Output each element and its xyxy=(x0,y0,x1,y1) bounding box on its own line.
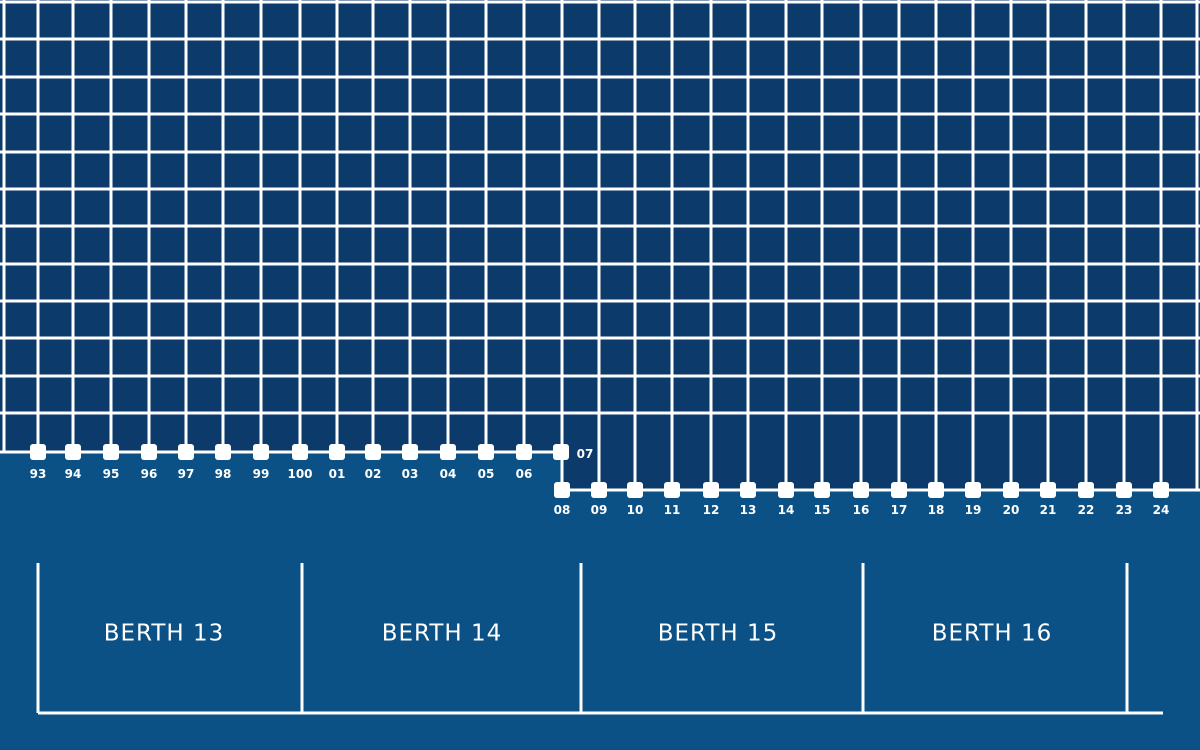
bollard-label: 04 xyxy=(440,467,457,481)
bollard-label: 19 xyxy=(965,503,982,517)
bollard-label: 08 xyxy=(554,503,571,517)
bollard-post[interactable] xyxy=(1078,482,1094,498)
berth-14-label[interactable]: BERTH 14 xyxy=(382,621,503,647)
bollard-post[interactable] xyxy=(928,482,944,498)
bollard-post[interactable] xyxy=(65,444,81,460)
bollard-label: 02 xyxy=(365,467,382,481)
bollard-post[interactable] xyxy=(30,444,46,460)
bollard-post[interactable] xyxy=(1003,482,1019,498)
bollard-label: 15 xyxy=(814,503,831,517)
bollard-label: 11 xyxy=(664,503,681,517)
bollard-label: 100 xyxy=(287,467,312,481)
bollard-post[interactable] xyxy=(329,444,345,460)
bollard-post[interactable] xyxy=(778,482,794,498)
bollard-label: 98 xyxy=(215,467,232,481)
bollard-label: 17 xyxy=(891,503,908,517)
bollard-label: 97 xyxy=(178,467,195,481)
bollard-label: 18 xyxy=(928,503,945,517)
bollard-post[interactable] xyxy=(853,482,869,498)
bollard-label: 01 xyxy=(329,467,346,481)
bollard-label: 10 xyxy=(627,503,644,517)
bollard-label: 22 xyxy=(1078,503,1095,517)
bollard-label: 20 xyxy=(1003,503,1020,517)
bollard-post[interactable] xyxy=(965,482,981,498)
berth-13-label[interactable]: BERTH 13 xyxy=(104,621,225,647)
bollard-post[interactable] xyxy=(440,444,456,460)
bollard-label: 16 xyxy=(853,503,870,517)
bollard-post[interactable] xyxy=(554,482,570,498)
bollard-post[interactable] xyxy=(591,482,607,498)
bollard-post[interactable] xyxy=(253,444,269,460)
bollard-post[interactable] xyxy=(178,444,194,460)
bollard-label: 03 xyxy=(402,467,419,481)
bollard-post[interactable] xyxy=(1116,482,1132,498)
bollard-label: 12 xyxy=(703,503,720,517)
bollard-post[interactable] xyxy=(402,444,418,460)
bollard-post[interactable] xyxy=(478,444,494,460)
berth-16-label[interactable]: BERTH 16 xyxy=(932,621,1053,647)
bollard-post[interactable] xyxy=(891,482,907,498)
bollard-post[interactable] xyxy=(703,482,719,498)
bollard-post[interactable] xyxy=(365,444,381,460)
bollard-post[interactable] xyxy=(740,482,756,498)
bollard-post[interactable] xyxy=(1040,482,1056,498)
bollard-label: 99 xyxy=(253,467,270,481)
bollard-post[interactable] xyxy=(516,444,532,460)
bollard-post[interactable] xyxy=(215,444,231,460)
bollard-label: 93 xyxy=(30,467,47,481)
bollard-post[interactable] xyxy=(814,482,830,498)
bollard-post[interactable] xyxy=(664,482,680,498)
bollard-post[interactable] xyxy=(103,444,119,460)
bollard-label: 14 xyxy=(778,503,795,517)
berth-15-label[interactable]: BERTH 15 xyxy=(658,621,779,647)
bollard-label: 94 xyxy=(65,467,82,481)
bollard-label: 06 xyxy=(516,467,533,481)
bollard-label: 95 xyxy=(103,467,120,481)
bollard-label: 24 xyxy=(1153,503,1170,517)
bollard-label: 09 xyxy=(591,503,608,517)
bollard-post[interactable] xyxy=(141,444,157,460)
bollard-post[interactable] xyxy=(553,444,569,460)
bollard-label: 07 xyxy=(577,447,594,461)
bollard-post[interactable] xyxy=(627,482,643,498)
bollard-label: 05 xyxy=(478,467,495,481)
bollard-post[interactable] xyxy=(292,444,308,460)
bollard-label: 13 xyxy=(740,503,757,517)
bollard-label: 96 xyxy=(141,467,158,481)
bollard-label: 23 xyxy=(1116,503,1133,517)
bollard-label: 21 xyxy=(1040,503,1057,517)
bollard-post[interactable] xyxy=(1153,482,1169,498)
